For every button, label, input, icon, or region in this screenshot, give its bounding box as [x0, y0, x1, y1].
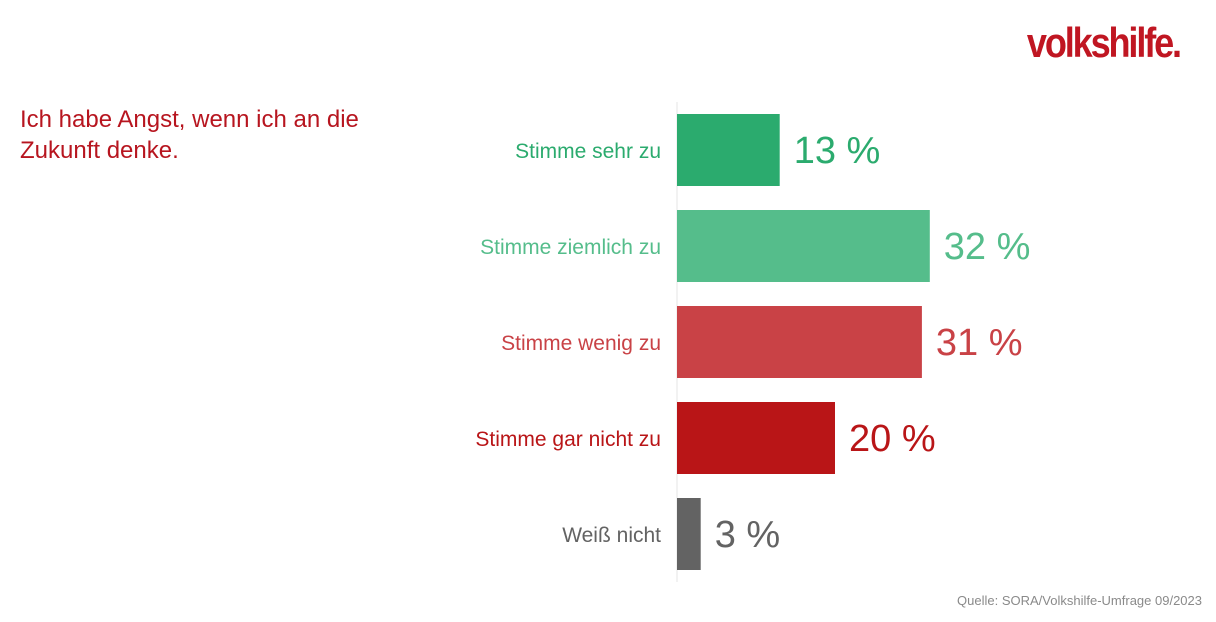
category-label-4: Stimme gar nicht zu [475, 428, 661, 451]
value-label-2: 32 % [944, 226, 1031, 268]
chart-title: Ich habe Angst, wenn ich an die Zukunft … [20, 106, 359, 164]
category-label-3: Stimme wenig zu [501, 332, 661, 355]
category-label-5: Weiß nicht [562, 524, 661, 547]
bar-2 [677, 210, 930, 282]
source-note: Quelle: SORA/Volkshilfe-Umfrage 09/2023 [957, 593, 1202, 608]
value-label-1: 13 % [794, 130, 881, 172]
bar-4 [677, 402, 835, 474]
volkshilfe-logo: volkshilfe. [1027, 19, 1182, 66]
value-label-4: 20 % [849, 418, 936, 460]
category-label-1: Stimme sehr zu [515, 140, 661, 163]
value-label-3: 31 % [936, 322, 1023, 364]
bar-1 [677, 114, 780, 186]
category-label-2: Stimme ziemlich zu [480, 236, 661, 259]
bar-5 [677, 498, 701, 570]
value-label-5: 3 % [715, 514, 780, 556]
bar-3 [677, 306, 922, 378]
